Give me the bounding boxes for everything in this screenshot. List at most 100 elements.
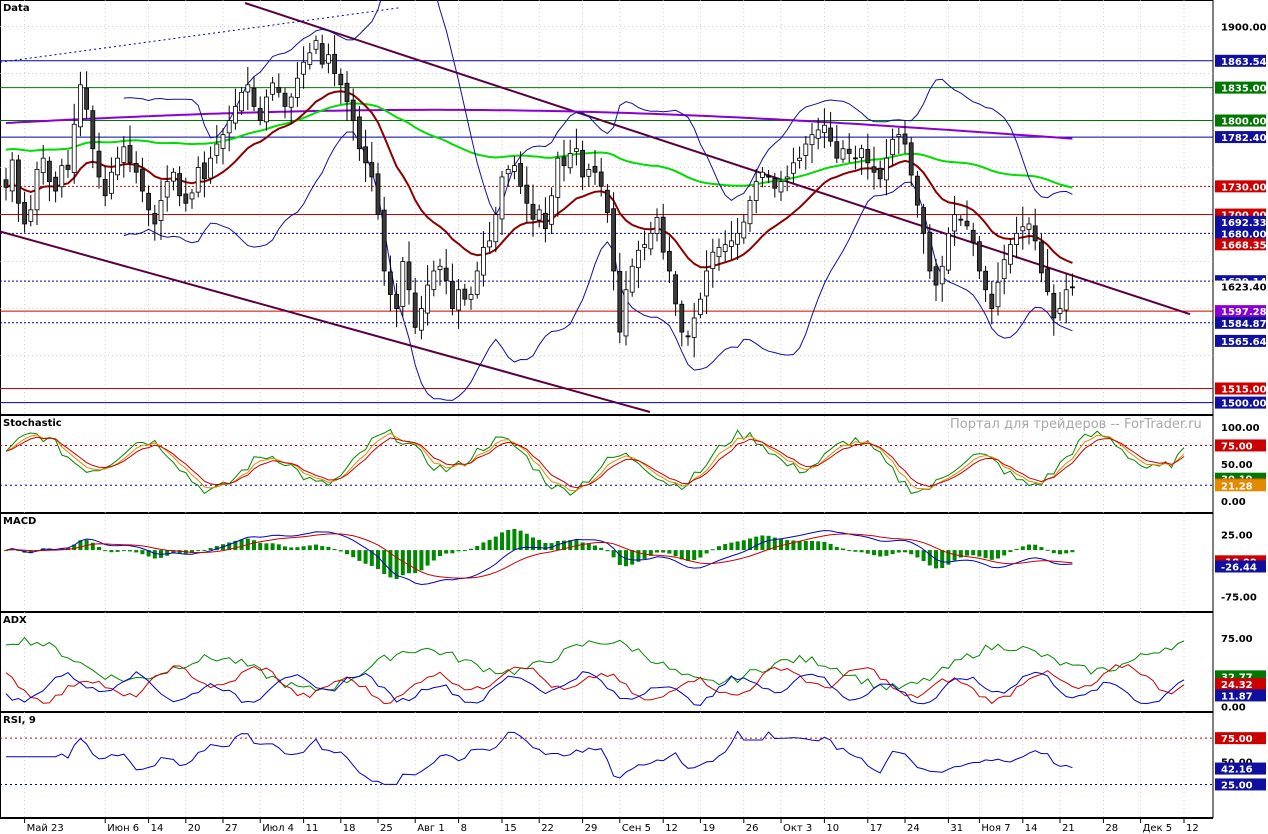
candle-body [47,160,52,183]
x-tick-label: Июн 6 [107,823,139,834]
macd-histogram-bar [493,536,498,551]
macd-histogram-bar [394,550,399,579]
x-tick-label: 14 [1025,823,1038,834]
lower-trend-line [0,230,651,413]
bollinger-lower-line [123,131,1073,401]
macd-histogram-bar [531,537,535,551]
macd-histogram-bar [456,550,461,552]
candle-body [691,317,697,338]
candle-body [1045,268,1050,293]
macd-histogram-bar [605,550,610,552]
candle-body [146,192,152,211]
macd-histogram-bar [431,550,436,561]
candle-body [449,280,455,309]
x-tick-label: 15 [504,823,517,834]
macd-histogram-bar [227,542,232,551]
candle-body [288,96,294,108]
stoch-label-bg [1215,439,1266,452]
candle-body [933,266,939,286]
candle-body [766,175,771,178]
candle-body [456,289,462,311]
macd-histogram-bar [996,550,1000,559]
macd-label: -26.44 [1221,562,1257,573]
candle-body [995,281,1001,308]
macd-histogram-bar [772,537,777,551]
macd-histogram-bar [921,550,926,562]
candle-body [425,284,431,314]
candle-body [1014,232,1019,245]
candle-body [1070,286,1075,289]
candle-body [350,99,356,121]
price-level-label: 1597.28 [1221,307,1267,318]
macd-histogram-bar [1002,550,1007,556]
macd-histogram-bar [549,543,554,551]
macd-histogram-bar [1020,546,1025,551]
candle-body [660,216,666,253]
candle-body [226,120,232,134]
candle-body [952,214,957,232]
macd-histogram-bar [834,546,839,551]
macd-histogram-bar [518,530,523,551]
candle-body [189,192,195,200]
candle-body [716,247,722,258]
candle-body [890,138,895,156]
candle-body [400,261,406,307]
macd-histogram-bar [686,550,690,561]
price-level-label-bg [1215,81,1266,94]
candle-body [772,178,778,189]
macd-histogram-bar [121,550,126,552]
macd-histogram-bar [568,540,573,551]
macd-histogram-bar [1033,544,1038,551]
candle-body [598,171,604,187]
macd-histogram-bar [128,550,132,552]
macd-histogram-bar [115,550,120,552]
price-level-label: 1692.33 [1221,218,1267,229]
candle-body [325,54,331,64]
x-tick-label: 31 [950,823,963,834]
macd-histogram-bar [252,540,256,551]
candle-body [133,163,139,173]
candle-body [121,146,127,163]
adx-label: 24.32 [1221,680,1253,691]
candle-body [617,271,623,333]
candle-body [208,157,214,179]
candle-body [344,82,350,103]
candle-body [1008,244,1013,265]
price-level-label: 1584.87 [1221,319,1267,330]
candle-body [567,153,573,169]
price-level-label-bg [1215,305,1266,318]
macd-histogram-bar [388,550,393,578]
adx-title: ADX [3,615,27,626]
candle-body [257,108,263,121]
candle-body [710,251,716,270]
candle-body [493,214,499,243]
candle-body [59,165,65,188]
macd-histogram-bar [214,545,219,551]
price-level-label-bg [1215,180,1266,193]
candle-body [735,232,740,245]
candle-body [822,124,827,133]
candle-body [152,212,158,225]
candle-body [1001,259,1007,280]
candle-body [65,164,71,170]
price-level-label: 1900.00 [1221,23,1267,34]
candle-body [797,157,802,161]
candle-body [195,167,201,193]
candle-body [884,157,889,181]
candle-body [809,134,815,146]
macd-histogram-bar [785,540,790,551]
candle-body [654,216,660,234]
candle-body [332,53,338,74]
macd-histogram-bar [1058,550,1062,555]
price-level-label: 1565.64 [1221,337,1267,348]
candle-body [381,209,387,272]
macd-histogram-bar [971,550,976,556]
x-tick-label: 8 [461,823,467,834]
macd-histogram-bar [400,550,405,576]
macd-histogram-bar [1051,550,1056,554]
candle-body [915,175,920,206]
macd-histogram-bar [896,550,901,553]
macd-histogram-bar [357,550,362,561]
candle-body [394,294,400,309]
candle-body [406,261,412,291]
